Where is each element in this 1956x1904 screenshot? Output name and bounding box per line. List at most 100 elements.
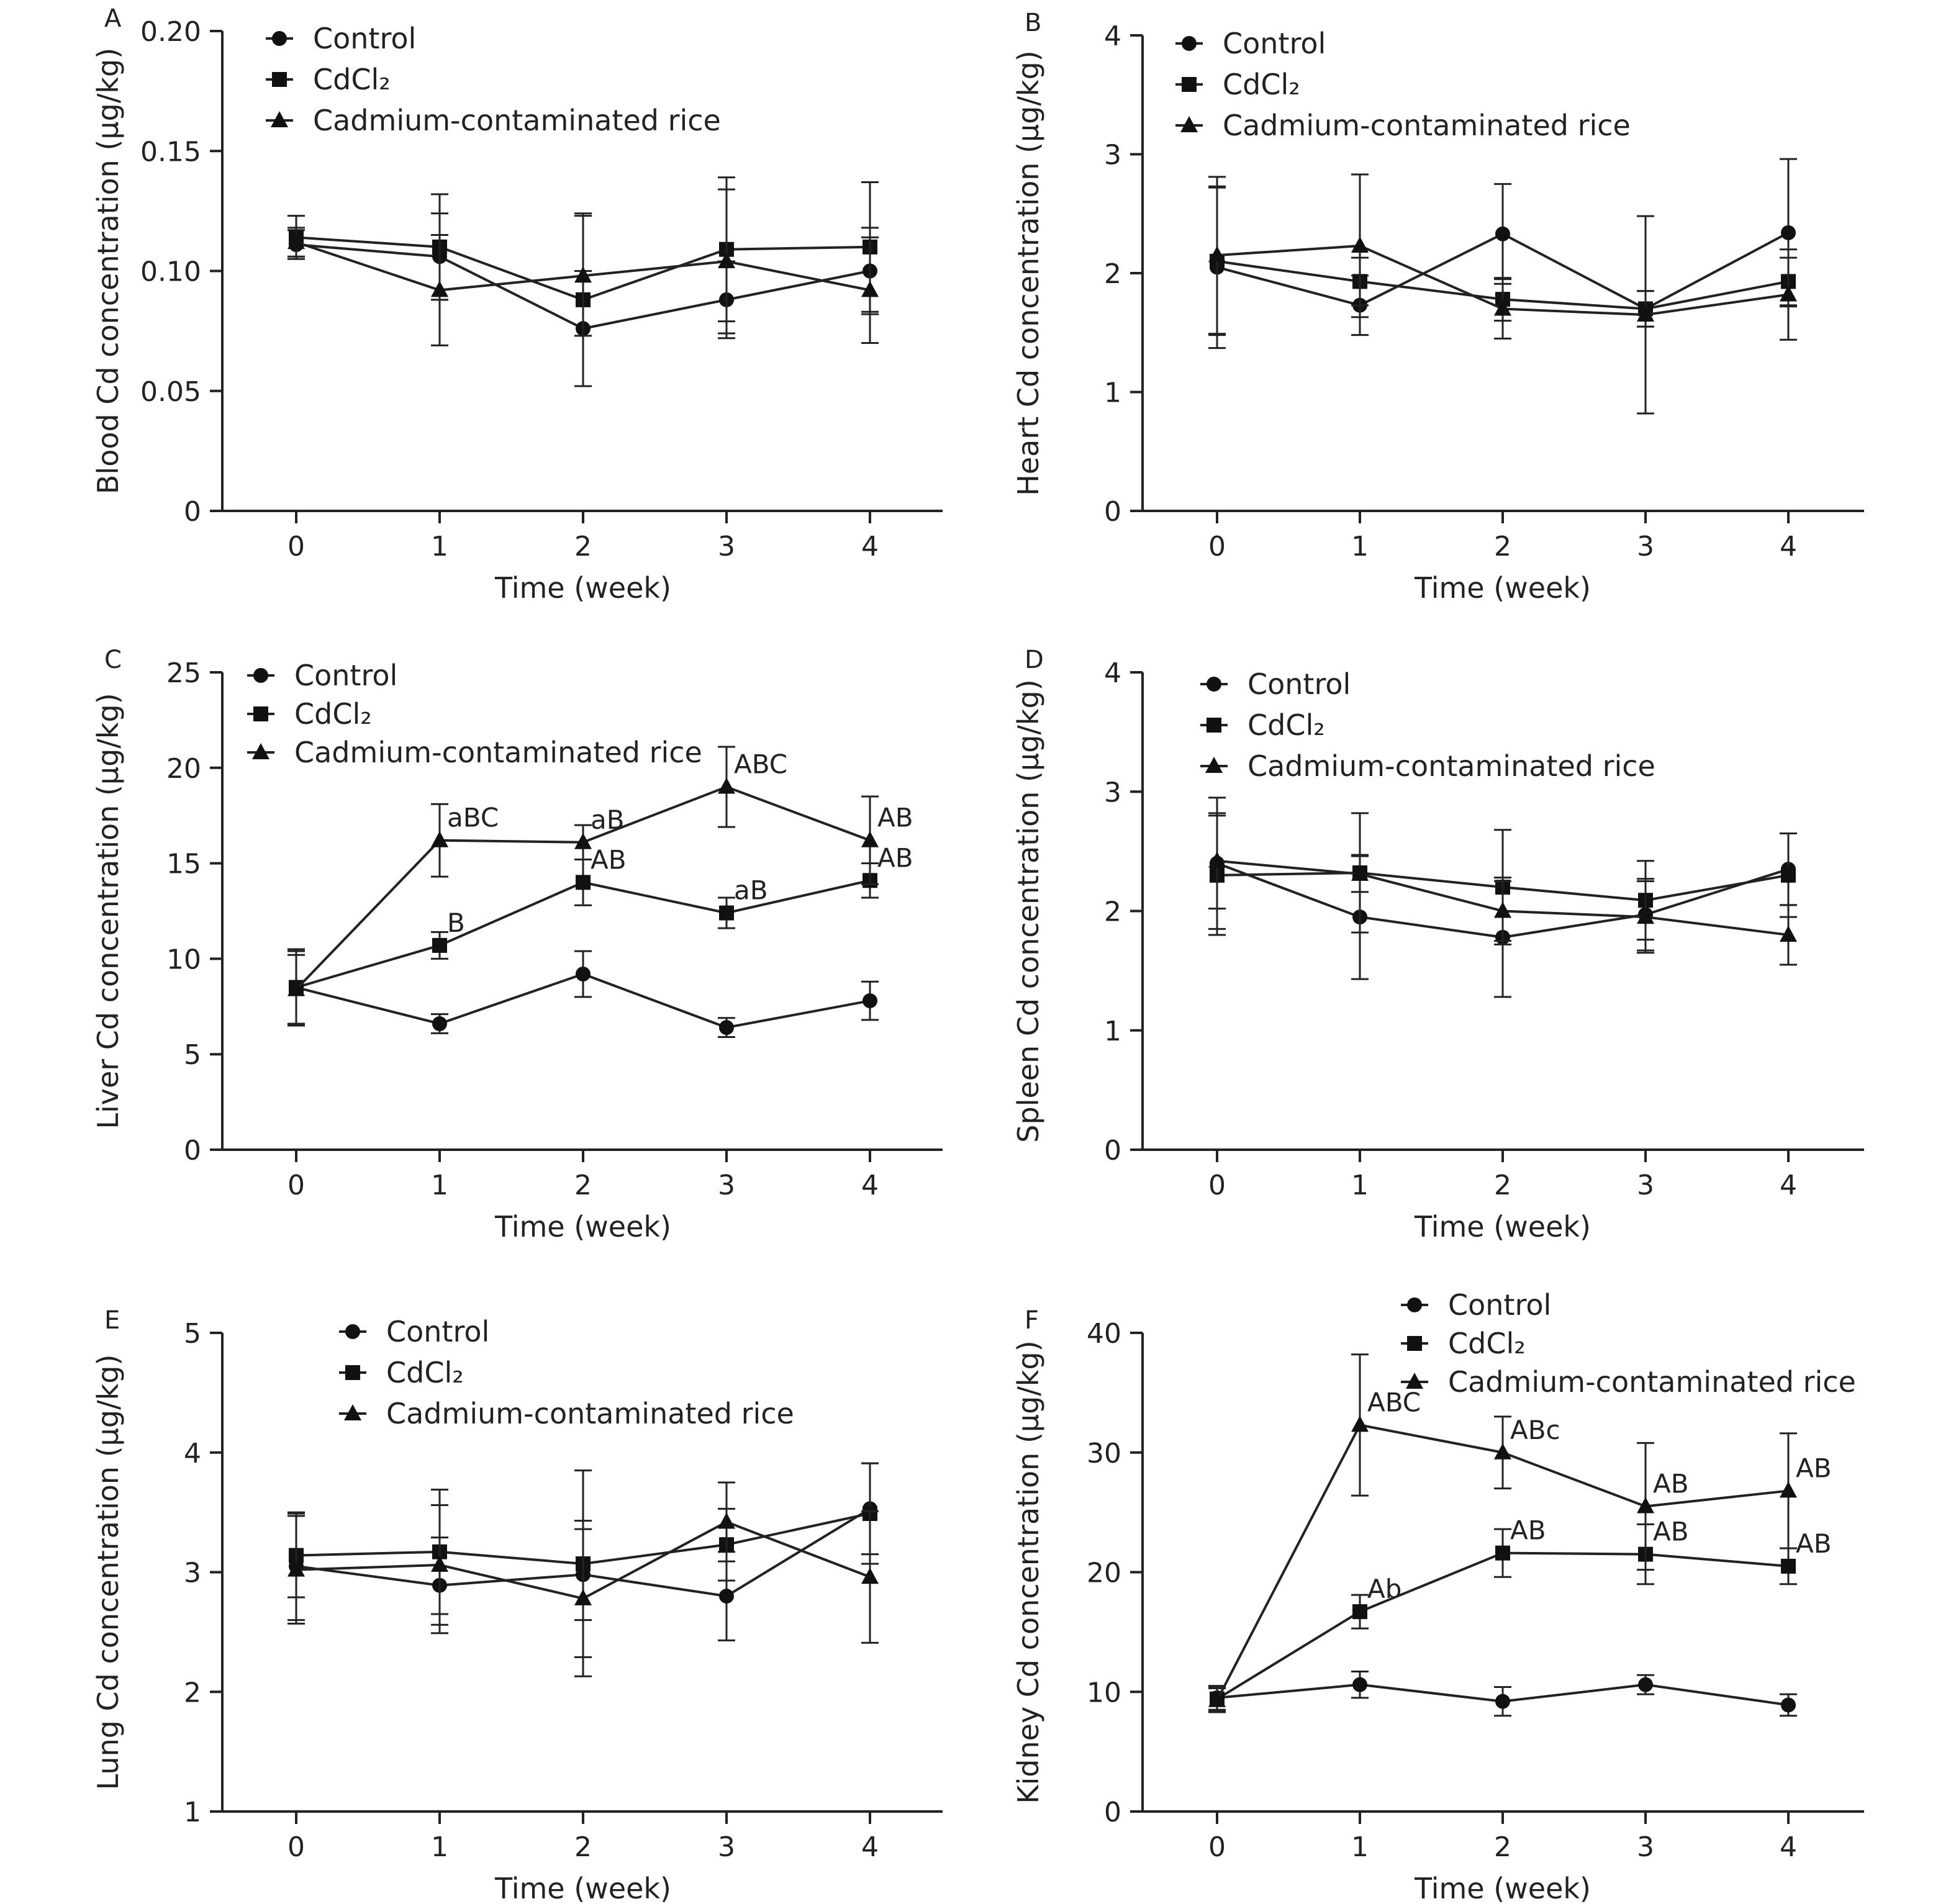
panel-c: C 0 5 10 15 20 25 0 1 2 3 4 Time (week) Liver Cd conc… xyxy=(91,646,943,1243)
marker-rice-triangle xyxy=(574,266,592,283)
x-tick-label: 0 xyxy=(288,1831,305,1863)
x-tick-label: 3 xyxy=(718,531,735,562)
panel-label: F xyxy=(1025,1306,1039,1335)
y-tick-label: 0 xyxy=(184,1135,201,1166)
marker-rice-triangle xyxy=(344,1404,361,1420)
panel-label: C xyxy=(104,646,122,674)
marker-rice-triangle xyxy=(288,233,305,250)
legend: Control CdCl₂ Cadmium-contaminated rice xyxy=(339,1315,794,1430)
legend-label: Control xyxy=(1448,1288,1551,1322)
x-axis-title: Time (week) xyxy=(494,1872,671,1904)
panel-label: D xyxy=(1025,646,1044,674)
x-tick-label: 4 xyxy=(1780,1170,1797,1201)
marker-cdcl2-square xyxy=(1207,718,1221,733)
panel-a: A 0 0.05 0.10 0.15 0.20 0 1 2 3 4 Time (week) Blood … xyxy=(91,4,943,605)
significance-label: AB xyxy=(877,803,913,833)
y-tick-label: 0.20 xyxy=(140,16,201,48)
marker-control-circle xyxy=(1638,1677,1653,1692)
marker-rice-triangle xyxy=(1180,116,1198,132)
marker-rice-triangle xyxy=(431,831,448,847)
y-tick-label: 10 xyxy=(166,944,201,975)
marker-control-circle xyxy=(345,1324,360,1339)
legend-label: Control xyxy=(1223,27,1326,60)
legend-label: CdCl₂ xyxy=(313,63,391,96)
marker-rice-triangle xyxy=(252,743,269,759)
marker-control-circle xyxy=(1182,36,1197,51)
legend: Control CdCl₂ Cadmium-contaminated rice xyxy=(247,659,702,769)
y-tick-label: 3 xyxy=(1104,140,1121,171)
panel-label: B xyxy=(1025,9,1041,37)
y-tick-label: 0.05 xyxy=(140,376,201,408)
x-tick-label: 2 xyxy=(574,1831,592,1863)
y-tick-label: 10 xyxy=(1087,1677,1121,1708)
marker-rice-triangle xyxy=(1205,757,1223,773)
legend-label: Control xyxy=(313,22,416,55)
marker-rice-triangle xyxy=(1780,285,1797,302)
series-rice xyxy=(288,746,879,1025)
series-cdcl2 xyxy=(1208,1523,1797,1712)
significance-label: aB xyxy=(734,875,768,906)
panel-b: B 0 1 2 3 4 0 1 2 3 4 Time (week) Heart Cd concentra… xyxy=(1012,9,1864,605)
marker-rice-triangle xyxy=(271,111,288,127)
x-tick-label: 0 xyxy=(288,1170,305,1201)
y-tick-label: 2 xyxy=(1104,258,1121,290)
y-tick-label: 1 xyxy=(1104,1016,1121,1047)
legend-label: CdCl₂ xyxy=(1448,1327,1526,1360)
marker-cdcl2-square xyxy=(432,937,447,953)
x-tick-label: 3 xyxy=(1637,531,1654,562)
marker-rice-triangle xyxy=(1780,925,1797,942)
x-tick-label: 0 xyxy=(1208,531,1226,562)
marker-control-circle xyxy=(719,1589,734,1604)
marker-cdcl2-square xyxy=(272,72,287,87)
x-axis-title: Time (week) xyxy=(494,571,671,605)
marker-rice-triangle xyxy=(431,281,448,297)
significance-label: ABC xyxy=(734,749,787,780)
legend-label: Cadmium-contaminated rice xyxy=(313,104,721,137)
marker-control-circle xyxy=(863,993,877,1009)
marker-rice-triangle xyxy=(1208,246,1226,263)
x-tick-label: 0 xyxy=(288,531,305,562)
series-rice xyxy=(288,1481,879,1677)
marker-rice-triangle xyxy=(1637,908,1654,924)
marker-control-circle xyxy=(1207,677,1221,692)
significance-label: AB xyxy=(1510,1515,1546,1546)
y-tick-label: 1 xyxy=(184,1797,201,1828)
marker-rice-triangle xyxy=(1208,1690,1226,1707)
y-tick-label: 5 xyxy=(184,1318,201,1350)
marker-rice-triangle xyxy=(1351,864,1369,881)
legend-label: CdCl₂ xyxy=(1223,68,1300,101)
x-tick-label: 3 xyxy=(1637,1170,1654,1201)
panel-e: E 1 2 3 4 5 0 1 2 3 4 Time (week) Lung Cd concentrat… xyxy=(91,1306,943,1904)
x-tick-label: 3 xyxy=(718,1170,735,1201)
x-tick-label: 2 xyxy=(1494,1170,1511,1201)
series-rice xyxy=(1208,173,1797,415)
x-axis-title: Time (week) xyxy=(1414,1210,1591,1243)
x-tick-label: 1 xyxy=(431,531,448,562)
marker-rice-triangle xyxy=(1494,299,1511,316)
y-tick-label: 30 xyxy=(1087,1438,1121,1469)
y-tick-label: 5 xyxy=(184,1039,201,1071)
x-tick-label: 4 xyxy=(1780,531,1797,562)
x-tick-label: 0 xyxy=(1208,1170,1226,1201)
y-tick-label: 4 xyxy=(1104,20,1121,52)
y-tick-label: 4 xyxy=(1104,657,1121,689)
x-axis-title: Time (week) xyxy=(494,1210,671,1243)
marker-rice-triangle xyxy=(861,1568,879,1584)
y-tick-label: 0 xyxy=(1104,1797,1121,1828)
legend-label: CdCl₂ xyxy=(386,1356,464,1389)
x-tick-label: 3 xyxy=(718,1831,735,1863)
marker-control-circle xyxy=(719,1020,734,1035)
y-tick-label: 3 xyxy=(184,1558,201,1589)
marker-rice-triangle xyxy=(1637,305,1654,322)
marker-rice-triangle xyxy=(1406,1373,1423,1389)
marker-rice-triangle xyxy=(1351,236,1369,253)
legend: Control CdCl₂ Cadmium-contaminated rice xyxy=(1200,667,1655,783)
x-tick-label: 2 xyxy=(574,531,592,562)
series-rice xyxy=(1208,812,1797,966)
x-tick-label: 4 xyxy=(1780,1831,1797,1863)
legend-label: Cadmium-contaminated rice xyxy=(1448,1365,1856,1399)
y-tick-label: 0.10 xyxy=(140,256,201,288)
y-tick-label: 0.15 xyxy=(140,136,201,168)
significance-label: ABc xyxy=(1510,1415,1560,1445)
